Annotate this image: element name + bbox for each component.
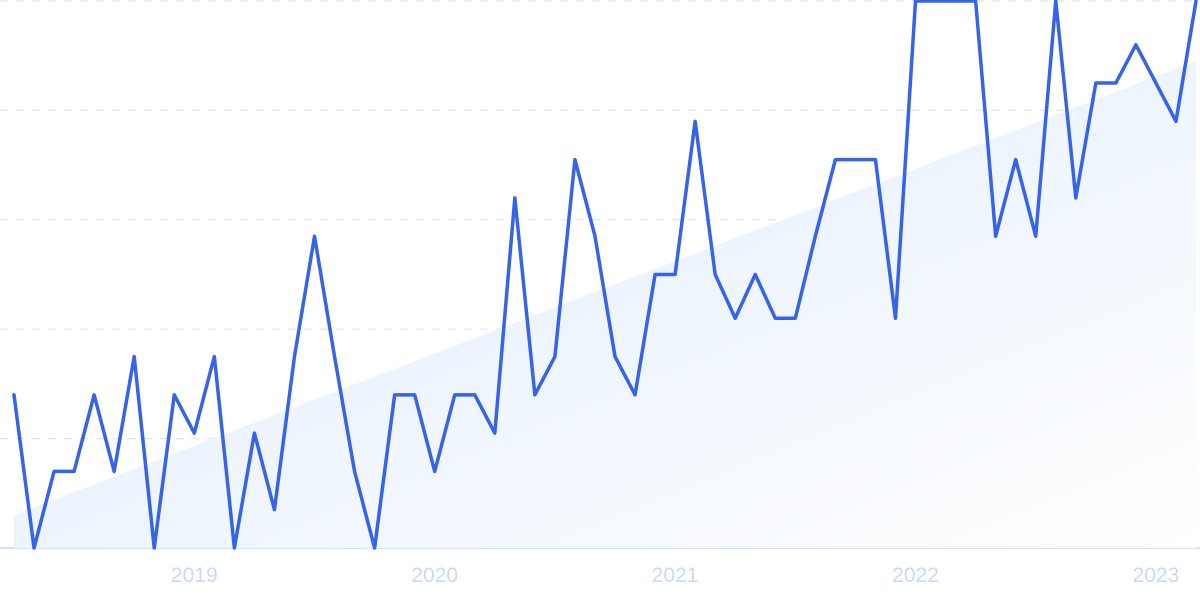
x-tick-label: 2021 <box>652 564 699 587</box>
series-line <box>12 0 1198 550</box>
x-tick-label: 2022 <box>892 564 939 587</box>
x-tick-label: 2020 <box>411 564 458 587</box>
x-tick-label: 2023 <box>1133 564 1180 587</box>
x-tick-label: 2019 <box>171 564 218 587</box>
